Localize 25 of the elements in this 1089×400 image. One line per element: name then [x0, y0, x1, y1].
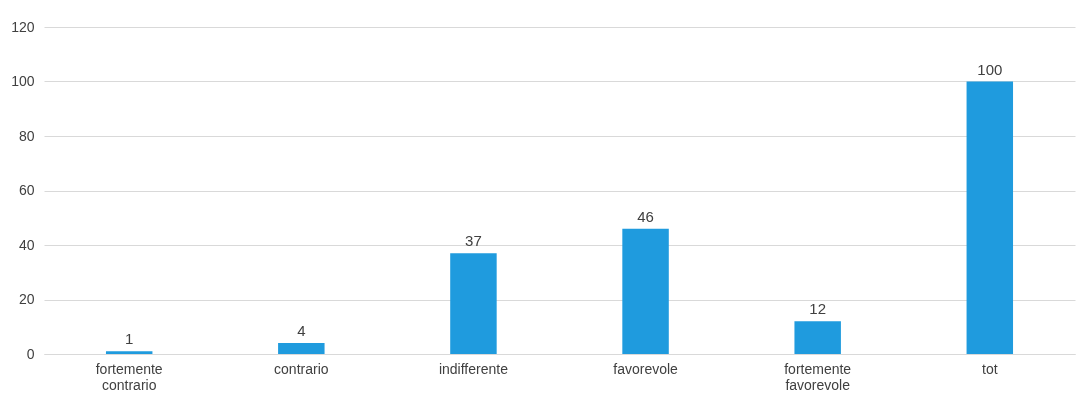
x-tick-label: tot [982, 360, 998, 377]
data-label: 4 [297, 322, 306, 340]
bar [622, 228, 669, 354]
y-tick-label: 40 [18, 236, 35, 253]
data-label: 100 [977, 60, 1003, 78]
y-tick-label: 60 [18, 182, 35, 198]
x-tick-label: fortemente favorevole [784, 360, 852, 393]
x-tick-label: fortemente contrario [95, 360, 163, 393]
data-label: 46 [637, 207, 654, 225]
y-tick-label: 20 [18, 291, 35, 307]
x-tick-label: contrario [274, 360, 329, 377]
y-tick-label: 0 [26, 345, 35, 362]
data-label: 37 [465, 232, 482, 250]
data-label: 1 [125, 330, 134, 348]
x-tick-label: indifferente [438, 360, 509, 377]
bar [794, 321, 841, 354]
bar [966, 81, 1014, 354]
y-tick-label: 120 [11, 18, 35, 35]
y-tick-label: 100 [11, 73, 35, 89]
bar [450, 253, 497, 354]
bar [278, 343, 325, 354]
data-label: 12 [809, 300, 827, 318]
bar [105, 351, 153, 354]
y-tick-label: 80 [18, 127, 35, 144]
x-tick-label: favorevole [613, 360, 679, 377]
